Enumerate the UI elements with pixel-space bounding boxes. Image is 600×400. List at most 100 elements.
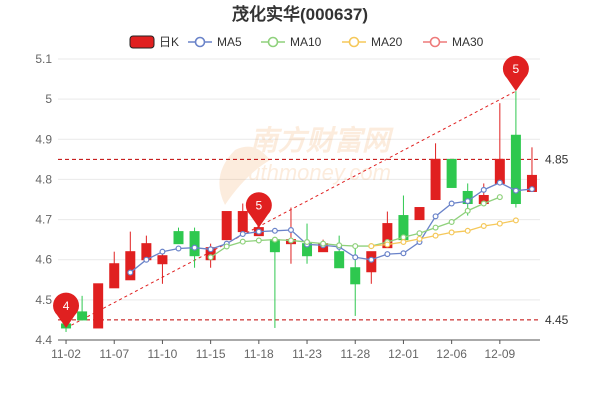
candles	[61, 91, 537, 332]
candle-body	[77, 311, 88, 321]
legend-label: MA10	[290, 35, 322, 49]
candle-body	[237, 211, 248, 233]
ma-point	[255, 237, 262, 244]
candle	[430, 143, 441, 201]
marker-shape	[245, 192, 272, 228]
ma-point	[432, 224, 439, 231]
legend-item: MA10	[261, 35, 322, 49]
watermark-logo: 南方财富网 southmoney.com	[219, 125, 394, 205]
ma-point	[448, 200, 455, 207]
candle-body	[446, 158, 457, 188]
marker-shape	[502, 55, 529, 92]
svg-text:southmoney.com: southmoney.com	[225, 160, 391, 185]
ma-point	[448, 218, 455, 225]
candle	[446, 158, 457, 188]
marker-pin: 4	[53, 292, 80, 328]
ma-point	[352, 254, 359, 261]
x-tick-label: 11-18	[244, 347, 274, 361]
legend-label: MA30	[452, 35, 484, 49]
x-axis-ticks: 11-02 11-07 11-10 11-15 11-18 11-23 11-28 12-01…	[51, 340, 515, 361]
ma-point	[143, 256, 150, 263]
candle-body	[93, 283, 104, 329]
ma-point	[384, 251, 391, 258]
candle	[269, 239, 280, 328]
ma-point	[336, 242, 343, 249]
candle-body	[125, 251, 136, 281]
y-tick-label: 4.6	[35, 253, 52, 267]
x-tick-label: 11-15	[196, 347, 226, 361]
marker-label: 4	[63, 299, 70, 313]
grid	[58, 58, 540, 341]
candle	[157, 251, 168, 284]
ma-point	[304, 239, 311, 246]
x-tick-label: 11-28	[340, 347, 370, 361]
reference-label: 4.85	[545, 152, 569, 166]
markers: 4 5 5	[53, 55, 529, 328]
ma-point	[416, 230, 423, 237]
legend-swatch	[129, 35, 155, 49]
x-tick-label: 11-23	[292, 347, 322, 361]
legend-label: MA5	[217, 35, 242, 49]
ma-point	[400, 239, 407, 246]
y-tick-label: 4.9	[35, 132, 52, 146]
candle	[494, 103, 505, 184]
candle	[237, 203, 248, 233]
legend-label: MA20	[371, 35, 403, 49]
ma-point	[239, 231, 246, 238]
legend-swatch-dot	[429, 36, 441, 48]
y-tick-label: 4.4	[35, 333, 52, 347]
ma-point	[448, 229, 455, 236]
ma-point	[127, 269, 134, 276]
ma-point	[239, 238, 246, 245]
ma-point	[384, 241, 391, 248]
y-tick-label: 4.5	[35, 293, 52, 307]
marker-pin: 5	[502, 55, 529, 92]
ma-point	[480, 200, 487, 207]
reference-lines: 4.85 4.45	[58, 152, 569, 327]
ma-point	[416, 235, 423, 242]
ma-point	[352, 243, 359, 250]
ma-point	[320, 240, 327, 247]
candle-body	[430, 158, 441, 201]
candle	[478, 183, 489, 205]
candle	[334, 235, 345, 269]
ma-point	[496, 220, 503, 227]
y-axis-ticks: 4.4 4.5 4.6 4.7 4.8 4.9 5 5.1	[35, 52, 52, 347]
candle-body	[109, 263, 120, 289]
y-tick-label: 5.1	[35, 52, 52, 66]
chart-title: 茂化实华(000637)	[232, 4, 368, 24]
marker-label: 5	[255, 199, 262, 213]
x-tick-label: 11-07	[99, 347, 129, 361]
ma-point	[432, 213, 439, 220]
ma-line	[371, 219, 517, 247]
candle-body	[382, 223, 393, 249]
candle	[398, 195, 409, 241]
candle	[93, 283, 104, 329]
candle	[141, 235, 152, 261]
candle	[109, 251, 120, 289]
legend-item: 日K	[129, 35, 179, 49]
ma-point	[368, 256, 375, 263]
ma-point	[528, 186, 535, 193]
candle-body	[510, 134, 521, 205]
ma-point	[271, 227, 278, 234]
candle	[285, 207, 296, 264]
candle	[526, 147, 537, 192]
ma-point	[255, 228, 262, 235]
ma-point	[368, 243, 375, 250]
ma-point	[496, 194, 503, 201]
ma-series-ma10	[207, 194, 503, 261]
ma-point	[512, 187, 519, 194]
ma-point	[512, 217, 519, 224]
candle-body	[350, 267, 361, 285]
x-tick-label: 12-01	[388, 347, 419, 361]
x-tick-label: 11-02	[51, 347, 81, 361]
ma-series-ma5	[127, 179, 535, 276]
legend-item: MA5	[188, 35, 242, 49]
candle-body	[189, 231, 200, 257]
legend-swatch-dot	[267, 36, 279, 48]
ma-point	[496, 179, 503, 186]
candle	[366, 251, 377, 284]
marker-pin: 5	[245, 192, 272, 228]
